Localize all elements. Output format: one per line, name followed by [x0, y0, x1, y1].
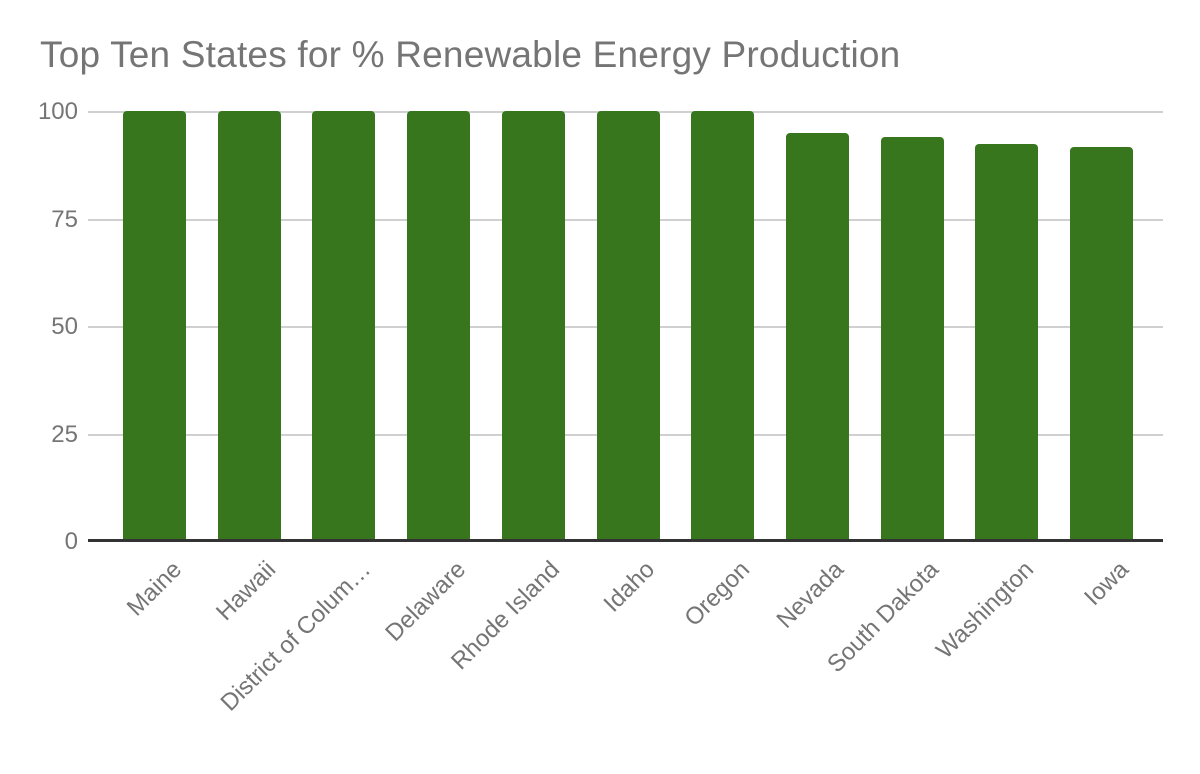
bar-rhode-island — [502, 111, 565, 539]
y-tick-label-75: 75 — [51, 205, 78, 233]
y-tick-label-25: 25 — [51, 420, 78, 448]
bar-nevada — [786, 133, 849, 539]
bar-oregon — [691, 111, 754, 539]
bar-district-of-colum — [312, 111, 375, 539]
bar-hawaii — [218, 111, 281, 539]
bar-washington — [975, 143, 1038, 539]
bar-idaho — [597, 111, 660, 539]
bar-iowa — [1070, 146, 1133, 539]
chart-title: Top Ten States for % Renewable Energy Pr… — [40, 34, 901, 75]
plot-area — [88, 111, 1163, 542]
bar-delaware — [407, 111, 470, 539]
y-tick-label-100: 100 — [37, 98, 78, 125]
bar-chart: Top Ten States for % Renewable Energy Pr… — [37, 34, 1163, 717]
bar-maine — [123, 111, 186, 539]
y-tick-label-0: 0 — [64, 528, 78, 555]
y-tick-label-50: 50 — [51, 313, 78, 340]
bar-south-dakota — [881, 136, 944, 539]
